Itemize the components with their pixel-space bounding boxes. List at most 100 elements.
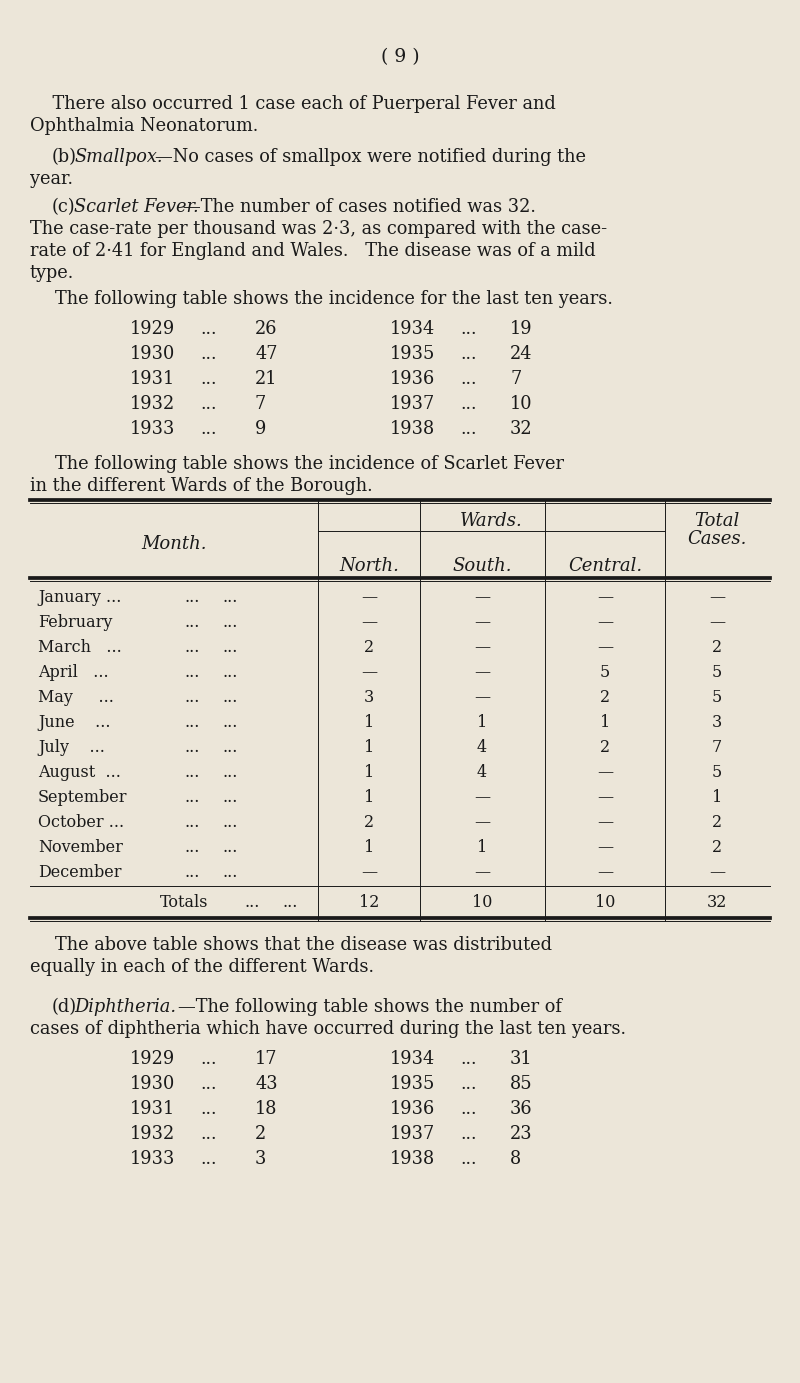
Text: ...: ... [222, 589, 238, 606]
Text: —: — [474, 864, 490, 881]
Text: 32: 32 [707, 893, 727, 911]
Text: 17: 17 [255, 1050, 278, 1068]
Text: ...: ... [460, 371, 477, 389]
Text: 1933: 1933 [130, 1151, 175, 1169]
Text: December: December [38, 864, 122, 881]
Text: —: — [474, 639, 490, 656]
Text: 21: 21 [255, 371, 278, 389]
Text: 10: 10 [510, 396, 533, 414]
Text: 1938: 1938 [390, 420, 435, 438]
Text: 1932: 1932 [130, 1124, 175, 1142]
Text: Month.: Month. [142, 535, 206, 553]
Text: 2: 2 [712, 839, 722, 856]
Text: 1930: 1930 [130, 1075, 175, 1093]
Text: ...: ... [185, 763, 200, 781]
Text: ...: ... [460, 420, 477, 438]
Text: The following table shows the incidence for the last ten years.: The following table shows the incidence … [55, 290, 613, 308]
Text: —: — [361, 589, 377, 606]
Text: ...: ... [460, 1099, 477, 1117]
Text: 5: 5 [712, 689, 722, 705]
Text: ...: ... [222, 839, 238, 856]
Text: —: — [597, 864, 613, 881]
Text: —: — [597, 839, 613, 856]
Text: ...: ... [245, 893, 260, 911]
Text: 2: 2 [255, 1124, 266, 1142]
Text: ...: ... [185, 815, 200, 831]
Text: ...: ... [185, 589, 200, 606]
Text: ...: ... [185, 639, 200, 656]
Text: 1: 1 [600, 714, 610, 732]
Text: —: — [474, 614, 490, 631]
Text: ...: ... [185, 864, 200, 881]
Text: October ...: October ... [38, 815, 124, 831]
Text: 1: 1 [712, 788, 722, 806]
Text: 1934: 1934 [390, 1050, 435, 1068]
Text: The following table shows the incidence of Scarlet Fever: The following table shows the incidence … [55, 455, 564, 473]
Text: 18: 18 [255, 1099, 278, 1117]
Text: ...: ... [222, 714, 238, 732]
Text: rate of 2·41 for England and Wales.   The disease was of a mild: rate of 2·41 for England and Wales. The … [30, 242, 596, 260]
Text: May     ...: May ... [38, 689, 114, 705]
Text: The case-rate per thousand was 2·3, as compared with the case-: The case-rate per thousand was 2·3, as c… [30, 220, 607, 238]
Text: cases of diphtheria which have occurred during the last ten years.: cases of diphtheria which have occurred … [30, 1021, 626, 1039]
Text: Central.: Central. [568, 557, 642, 575]
Text: 3: 3 [255, 1151, 266, 1169]
Text: 4: 4 [477, 763, 487, 781]
Text: ...: ... [460, 344, 477, 362]
Text: ...: ... [185, 788, 200, 806]
Text: ...: ... [460, 319, 477, 337]
Text: Ophthalmia Neonatorum.: Ophthalmia Neonatorum. [30, 118, 258, 136]
Text: ...: ... [185, 664, 200, 680]
Text: 85: 85 [510, 1075, 533, 1093]
Text: 1931: 1931 [130, 371, 175, 389]
Text: in the different Wards of the Borough.: in the different Wards of the Borough. [30, 477, 373, 495]
Text: 26: 26 [255, 319, 278, 337]
Text: 19: 19 [510, 319, 533, 337]
Text: November: November [38, 839, 123, 856]
Text: —: — [709, 864, 725, 881]
Text: ...: ... [222, 763, 238, 781]
Text: Cases.: Cases. [687, 530, 746, 548]
Text: ...: ... [222, 614, 238, 631]
Text: ...: ... [200, 1050, 217, 1068]
Text: year.: year. [30, 170, 73, 188]
Text: —: — [597, 589, 613, 606]
Text: 24: 24 [510, 344, 533, 362]
Text: ...: ... [200, 371, 217, 389]
Text: Smallpox.: Smallpox. [74, 148, 162, 166]
Text: type.: type. [30, 264, 74, 282]
Text: September: September [38, 788, 127, 806]
Text: The above table shows that the disease was distributed: The above table shows that the disease w… [55, 936, 552, 954]
Text: 36: 36 [510, 1099, 533, 1117]
Text: April   ...: April ... [38, 664, 109, 680]
Text: 32: 32 [510, 420, 533, 438]
Text: ...: ... [222, 739, 238, 757]
Text: —The number of cases notified was 32.: —The number of cases notified was 32. [183, 198, 536, 216]
Text: ...: ... [200, 1099, 217, 1117]
Text: 7: 7 [712, 739, 722, 757]
Text: ...: ... [185, 689, 200, 705]
Text: July    ...: July ... [38, 739, 105, 757]
Text: ...: ... [460, 1050, 477, 1068]
Text: 1933: 1933 [130, 420, 175, 438]
Text: (d): (d) [52, 999, 77, 1017]
Text: ...: ... [185, 714, 200, 732]
Text: January ...: January ... [38, 589, 122, 606]
Text: August  ...: August ... [38, 763, 121, 781]
Text: Diphtheria.: Diphtheria. [74, 999, 176, 1017]
Text: —: — [361, 864, 377, 881]
Text: 2: 2 [364, 639, 374, 656]
Text: 3: 3 [364, 689, 374, 705]
Text: ...: ... [222, 639, 238, 656]
Text: 1: 1 [477, 839, 487, 856]
Text: ...: ... [222, 815, 238, 831]
Text: ...: ... [185, 614, 200, 631]
Text: equally in each of the different Wards.: equally in each of the different Wards. [30, 958, 374, 976]
Text: 31: 31 [510, 1050, 533, 1068]
Text: June    ...: June ... [38, 714, 110, 732]
Text: 43: 43 [255, 1075, 278, 1093]
Text: 2: 2 [364, 815, 374, 831]
Text: 1: 1 [364, 739, 374, 757]
Text: 7: 7 [510, 371, 522, 389]
Text: 2: 2 [712, 815, 722, 831]
